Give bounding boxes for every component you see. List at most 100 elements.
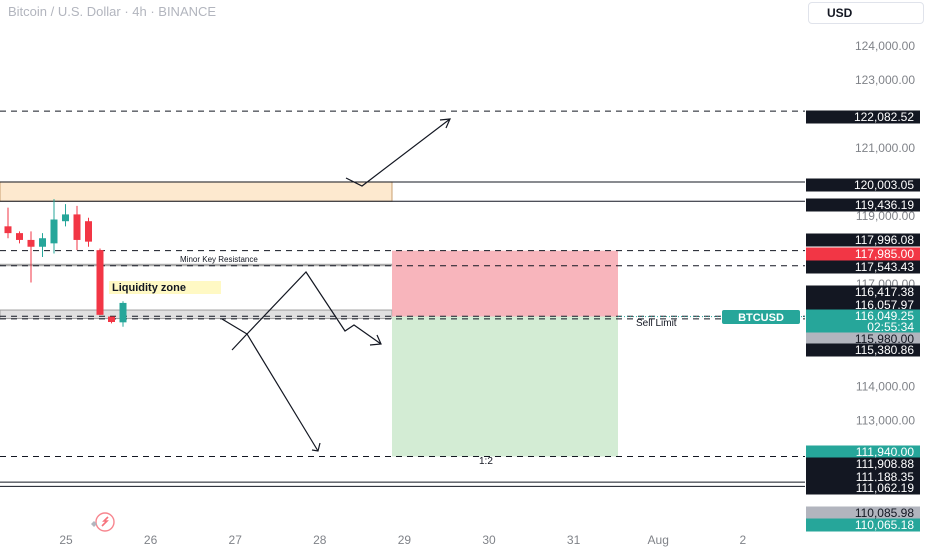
price-label-text: 110,065.18 — [855, 518, 914, 532]
bearish-arrow-head[interactable] — [311, 442, 321, 452]
candle[interactable] — [50, 199, 58, 254]
price-label-text: 116,057.97 — [855, 298, 914, 312]
price-label: 119,436.19 — [806, 198, 920, 212]
candle[interactable] — [73, 205, 81, 251]
candle[interactable] — [16, 231, 23, 244]
price-label: 117,985.00 — [806, 247, 920, 261]
price-label-text: 117,543.43 — [855, 260, 914, 274]
candle-body — [50, 219, 58, 244]
price-label: 120,003.05 — [806, 178, 920, 192]
price-label: 122,082.52 — [806, 110, 920, 124]
price-label-text: 116,049.25 — [855, 309, 914, 323]
price-label-text: 117,996.08 — [855, 233, 914, 247]
price-label: 115,380.86 — [806, 343, 920, 357]
price-axis[interactable]: 124,000.00 123,000.00 121,000.00 119,000.00… — [855, 39, 915, 462]
price-label: 117,996.08 — [806, 233, 920, 247]
price-label: 111,940.00 — [806, 445, 920, 459]
projection-arrows — [221, 118, 451, 452]
price-label: 110,065.18 — [806, 518, 920, 532]
candle-body — [73, 214, 81, 240]
zigzag-projection-path[interactable] — [221, 271, 382, 345]
price-label-text: 111,908.88 — [856, 457, 915, 471]
time-axis-tick: 27 — [229, 533, 243, 547]
candle[interactable] — [108, 316, 115, 324]
price-axis-tick: 123,000.00 — [855, 73, 915, 87]
sell-limit-label: Sell Limit — [636, 318, 677, 329]
symbol-tag: BTCUSD — [722, 310, 800, 324]
price-label: 110,085.98 — [806, 506, 920, 520]
candle-body — [108, 316, 115, 322]
price-axis-tick: 124,000.00 — [855, 39, 915, 53]
price-label-text: 119,436.19 — [855, 198, 914, 212]
bullish-projection-arrow[interactable] — [345, 118, 451, 187]
liquidity-zone-label: Liquidity zone — [112, 282, 186, 294]
price-label-text: 115,980.00 — [855, 332, 914, 346]
price-label-text: 116,417.38 — [855, 285, 914, 299]
time-axis-tick: Aug — [648, 533, 669, 547]
candle[interactable] — [4, 207, 12, 239]
risk-reward-label: 1:2 — [479, 456, 493, 467]
price-label: 111,062.19 — [806, 481, 920, 495]
zigzag-arrow-head[interactable] — [369, 334, 382, 346]
price-axis-tick: 113,000.00 — [856, 413, 915, 427]
price-label-text: 117,985.00 — [855, 247, 914, 261]
price-axis-tick: 119,000.00 — [856, 209, 915, 223]
candle[interactable] — [119, 301, 127, 327]
price-label-text: 115,380.86 — [855, 343, 914, 357]
liquidity-zone-box[interactable] — [0, 309, 393, 320]
candle[interactable] — [62, 204, 69, 227]
price-label: 116,417.38 — [806, 285, 920, 299]
time-axis-tick: 26 — [144, 533, 158, 547]
stop-loss-zone[interactable] — [392, 250, 618, 317]
candle-body — [96, 250, 104, 315]
tradingview-logo-icon — [91, 512, 115, 532]
candle-body — [27, 239, 35, 247]
price-label: 116,057.97 — [806, 298, 920, 312]
price-label-text: 111,188.35 — [856, 470, 915, 484]
time-axis-tick: 28 — [313, 533, 327, 547]
price-label: 02:55:34 — [806, 320, 920, 334]
minor-key-resistance-label: Minor Key Resistance — [180, 255, 258, 264]
time-axis-tick: 29 — [398, 533, 412, 547]
candle-body — [119, 302, 127, 323]
currency-selector-button[interactable]: USD — [808, 2, 924, 24]
price-label: 116,049.25 — [806, 309, 920, 323]
price-label-text: 111,940.00 — [856, 445, 915, 459]
time-axis-tick: 31 — [567, 533, 581, 547]
level-lines — [0, 110, 805, 487]
price-label: 117,543.43 — [806, 260, 920, 274]
candle-body — [62, 214, 69, 222]
candle[interactable] — [27, 231, 35, 283]
resistance-zone[interactable] — [0, 181, 393, 202]
price-axis-tick: 121,000.00 — [855, 141, 915, 155]
chart-title: Bitcoin / U.S. Dollar · 4h · BINANCE — [8, 4, 217, 19]
candle[interactable] — [85, 217, 92, 247]
price-label-text: 02:55:34 — [867, 320, 914, 334]
bearish-projection-arrow[interactable] — [231, 333, 319, 452]
price-label-text: 110,085.98 — [855, 506, 914, 520]
time-axis-tick: 2 — [739, 533, 746, 547]
bullish-arrow-head[interactable] — [439, 118, 451, 129]
price-label: 111,188.35 — [806, 470, 920, 484]
candles — [4, 199, 127, 327]
price-label-text: 122,082.52 — [854, 110, 914, 124]
time-axis[interactable]: 25 26 27 28 29 30 31 Aug 2 — [59, 533, 746, 547]
candle-body — [85, 221, 92, 242]
candle[interactable] — [96, 248, 104, 315]
liquidity-zone-label-bg — [109, 281, 221, 294]
price-axis-tick: 114,000.00 — [856, 379, 915, 393]
symbol-tag-label: BTCUSD — [738, 312, 784, 324]
candle-body — [39, 238, 46, 247]
time-axis-tick: 30 — [482, 533, 496, 547]
candle-body — [16, 233, 23, 240]
candle-body — [4, 226, 12, 234]
time-axis-tick: 25 — [59, 533, 73, 547]
price-label-text: 120,003.05 — [854, 178, 914, 192]
price-label: 111,908.88 — [806, 457, 920, 471]
price-label: 115,980.00 — [806, 332, 920, 346]
candle[interactable] — [39, 233, 46, 257]
price-labels: 122,082.52 120,003.05 119,436.19 117,996.08… — [806, 110, 920, 532]
price-label-text: 111,062.19 — [856, 481, 915, 495]
take-profit-zone[interactable] — [392, 316, 618, 457]
